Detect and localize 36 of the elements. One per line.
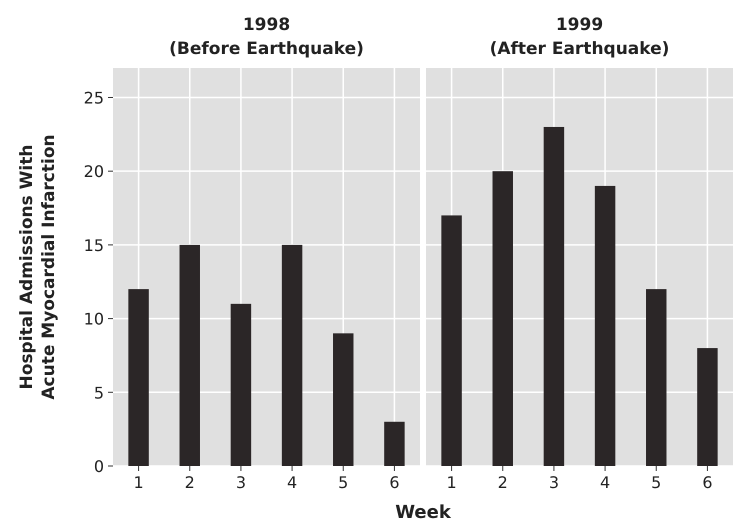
x-tick-label: 4 [600, 473, 610, 492]
y-tick-label: 5 [94, 383, 104, 402]
y-tick-label: 15 [84, 236, 104, 255]
x-tick-label: 6 [702, 473, 713, 492]
bar [646, 289, 666, 466]
y-tick-label: 0 [94, 457, 104, 476]
bar [128, 289, 149, 466]
x-tick-label: 5 [651, 473, 662, 492]
bar [544, 126, 564, 466]
bar [230, 304, 252, 466]
x-tick-label: 6 [389, 473, 400, 492]
bar [282, 244, 302, 466]
bar [441, 215, 462, 466]
x-axis-title: Week [395, 502, 452, 522]
y-tick-label: 10 [84, 310, 104, 329]
chart-title: 1999 [556, 15, 604, 35]
x-tick-label: 2 [184, 473, 195, 492]
bar [384, 422, 405, 466]
y-tick-label: 20 [84, 162, 104, 182]
y-tick-label: 25 [84, 88, 104, 108]
bar [697, 348, 718, 466]
bar [594, 186, 616, 466]
x-tick-label: 2 [498, 473, 508, 492]
bar [180, 244, 200, 466]
x-tick-label: 1 [446, 473, 457, 492]
bar [333, 333, 354, 466]
chart-subtitle: (After Earthquake) [490, 39, 670, 59]
y-axis-title: Hospital Admissions With Acute Myocardial Infarction [17, 134, 59, 400]
chart-subtitle: (Before Earthquake) [169, 39, 364, 59]
x-tick-label: 5 [338, 473, 348, 492]
x-tick-label: 4 [286, 473, 298, 492]
x-tick-label: 1 [133, 473, 144, 492]
bar [492, 171, 513, 466]
x-tick-label: 3 [548, 473, 560, 492]
chart-title: 1998 [242, 15, 290, 35]
x-tick-label: 3 [236, 473, 246, 492]
